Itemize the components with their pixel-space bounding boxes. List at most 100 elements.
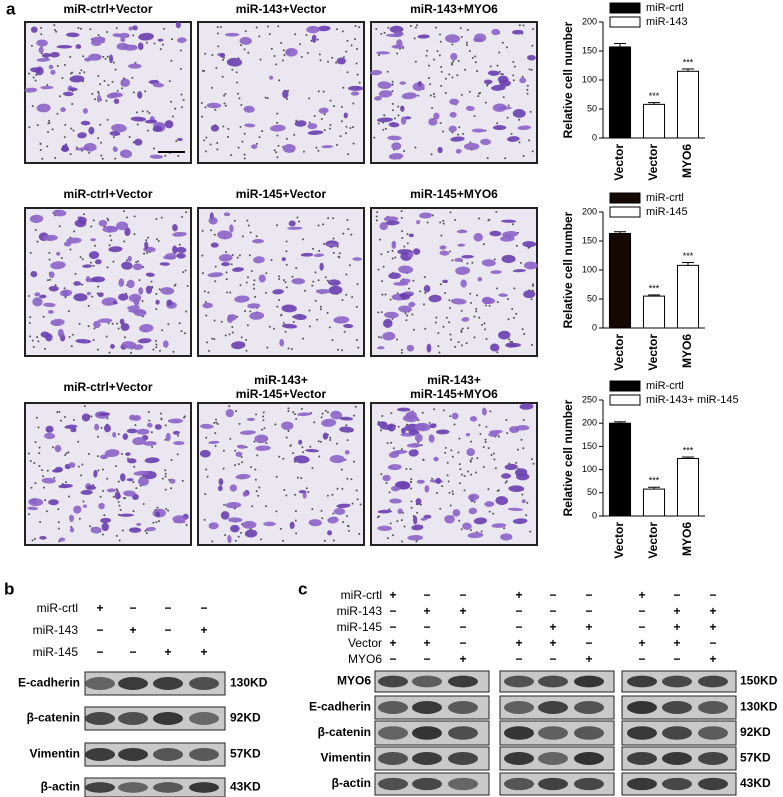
image-title: miR-145+MYO6 (410, 387, 498, 401)
cell (43, 234, 58, 241)
cell (217, 230, 233, 240)
pore (73, 230, 76, 233)
condition-mark: + (423, 604, 430, 618)
micrograph (24, 207, 192, 357)
pore (175, 140, 178, 143)
pore (275, 475, 278, 478)
cell (483, 79, 493, 85)
pore (172, 115, 175, 118)
cell (289, 521, 295, 530)
pore (285, 263, 288, 266)
pore (503, 527, 506, 530)
pore (396, 338, 399, 341)
cell (389, 498, 402, 504)
pore (494, 467, 497, 470)
cell (163, 255, 176, 260)
pore (312, 247, 315, 250)
pore (375, 219, 378, 222)
pore (41, 157, 44, 160)
pore (284, 281, 287, 284)
micrograph-bg (370, 207, 538, 357)
pore (376, 516, 379, 519)
pore (405, 467, 408, 470)
condition-mark: − (200, 601, 207, 615)
cell (252, 239, 265, 244)
cell (34, 292, 41, 297)
pore (342, 56, 345, 59)
pore (498, 70, 501, 73)
blot (374, 772, 490, 796)
pore (254, 478, 257, 481)
pore (72, 129, 75, 132)
pore (433, 408, 436, 411)
cell (435, 429, 450, 435)
cell (128, 293, 142, 303)
pore (289, 444, 292, 447)
cell (113, 98, 120, 104)
pore (67, 310, 70, 313)
pore (400, 448, 403, 451)
pore (152, 348, 155, 351)
band (698, 701, 728, 714)
pore (97, 285, 100, 288)
cell (452, 509, 461, 517)
pore (34, 482, 37, 485)
pore (203, 518, 206, 521)
band (662, 752, 692, 765)
pore (180, 93, 183, 96)
pore (157, 239, 160, 242)
band (574, 752, 604, 765)
band (574, 777, 604, 791)
pore (500, 72, 503, 75)
pore (498, 51, 501, 54)
pore (435, 316, 438, 319)
cell (450, 53, 458, 61)
condition-label: MYO6 (348, 652, 382, 666)
pore (161, 329, 164, 332)
pore (106, 118, 109, 121)
cell (220, 511, 230, 520)
pore (449, 504, 452, 507)
cell (329, 455, 345, 464)
cell (137, 338, 152, 344)
pore (161, 477, 164, 480)
protein-label: β-catenin (27, 711, 80, 725)
pore (449, 333, 452, 336)
cell (164, 120, 174, 129)
pore (460, 93, 463, 96)
pore (460, 309, 463, 312)
pore (68, 495, 71, 498)
pore (106, 266, 109, 269)
pore (211, 337, 214, 340)
pore (403, 245, 406, 248)
cell (124, 227, 131, 237)
cell (57, 328, 64, 338)
cell (160, 287, 175, 295)
pore (120, 87, 123, 90)
protein-label: MYO6 (337, 674, 371, 688)
pore (238, 422, 241, 425)
pore (495, 210, 498, 213)
pore (505, 46, 508, 49)
pore (397, 105, 400, 108)
blot (374, 746, 490, 771)
cell (428, 118, 438, 126)
pore (453, 423, 456, 426)
pore (332, 217, 335, 220)
pore (345, 293, 348, 296)
cell (344, 450, 350, 455)
cell (449, 111, 457, 118)
pore (332, 237, 335, 240)
pore (102, 489, 105, 492)
pore (258, 35, 261, 38)
cell (94, 259, 102, 265)
pore (318, 455, 321, 458)
pore (106, 31, 109, 34)
pore (512, 316, 515, 319)
pore (294, 493, 297, 496)
band (85, 677, 115, 690)
pore (480, 530, 483, 533)
cell (377, 81, 392, 89)
cell (481, 259, 496, 267)
cell (251, 144, 258, 149)
